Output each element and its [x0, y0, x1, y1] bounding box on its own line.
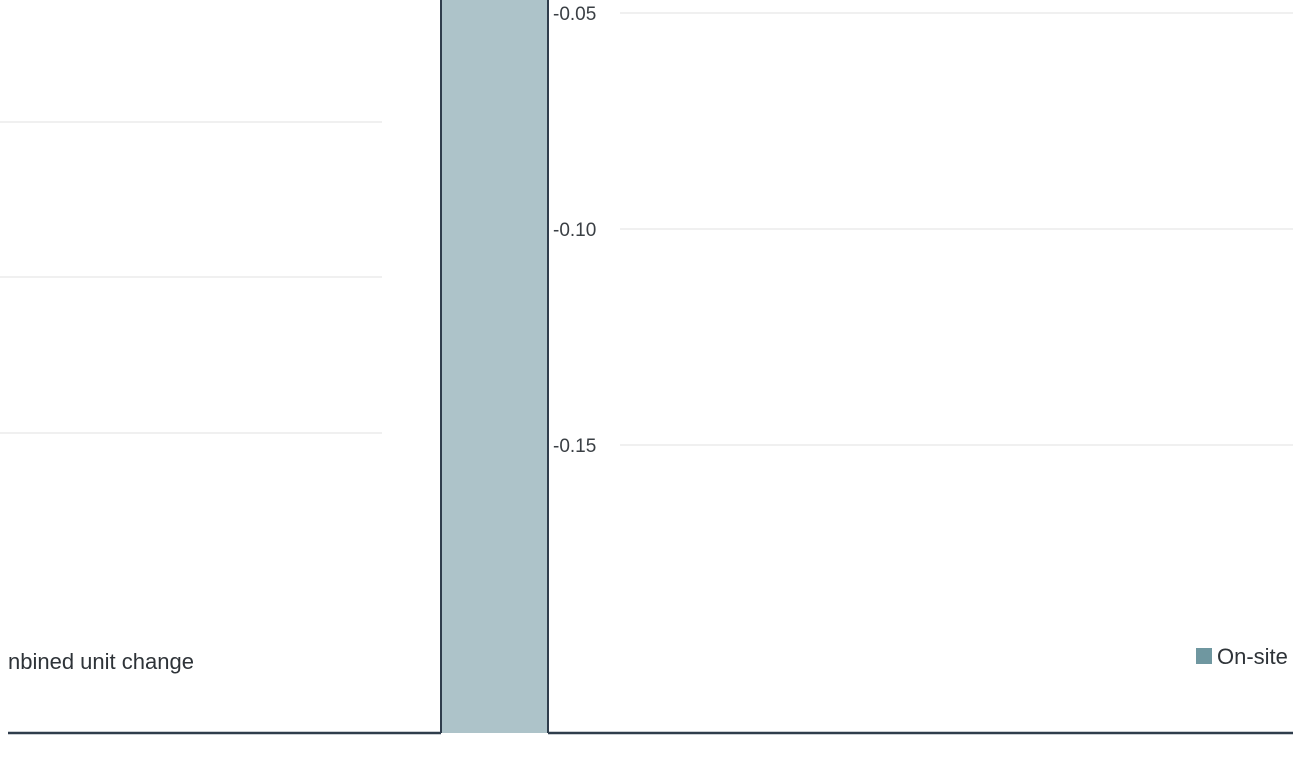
bar-on-site [441, 0, 548, 733]
legend[interactable]: On-site [1196, 644, 1288, 669]
y-tick-labels: -0.05 -0.10 -0.15 [553, 4, 596, 457]
y-tick-label-2: -0.15 [553, 436, 596, 457]
gridlines [0, 12, 1293, 446]
y-tick-label-1: -0.10 [553, 220, 596, 241]
legend-label-on-site: On-site [1217, 644, 1288, 669]
category-label: nbined unit change [8, 649, 194, 674]
bars [441, 0, 548, 733]
y-tick-label-0: -0.05 [553, 4, 596, 25]
axes [8, 0, 1293, 735]
legend-swatch-on-site [1196, 648, 1212, 664]
